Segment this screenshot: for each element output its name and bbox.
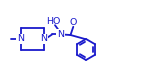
Text: HO: HO <box>47 17 61 26</box>
Text: O: O <box>70 18 77 27</box>
Text: N: N <box>40 34 47 44</box>
Text: N: N <box>17 34 24 44</box>
Text: N: N <box>57 30 64 39</box>
